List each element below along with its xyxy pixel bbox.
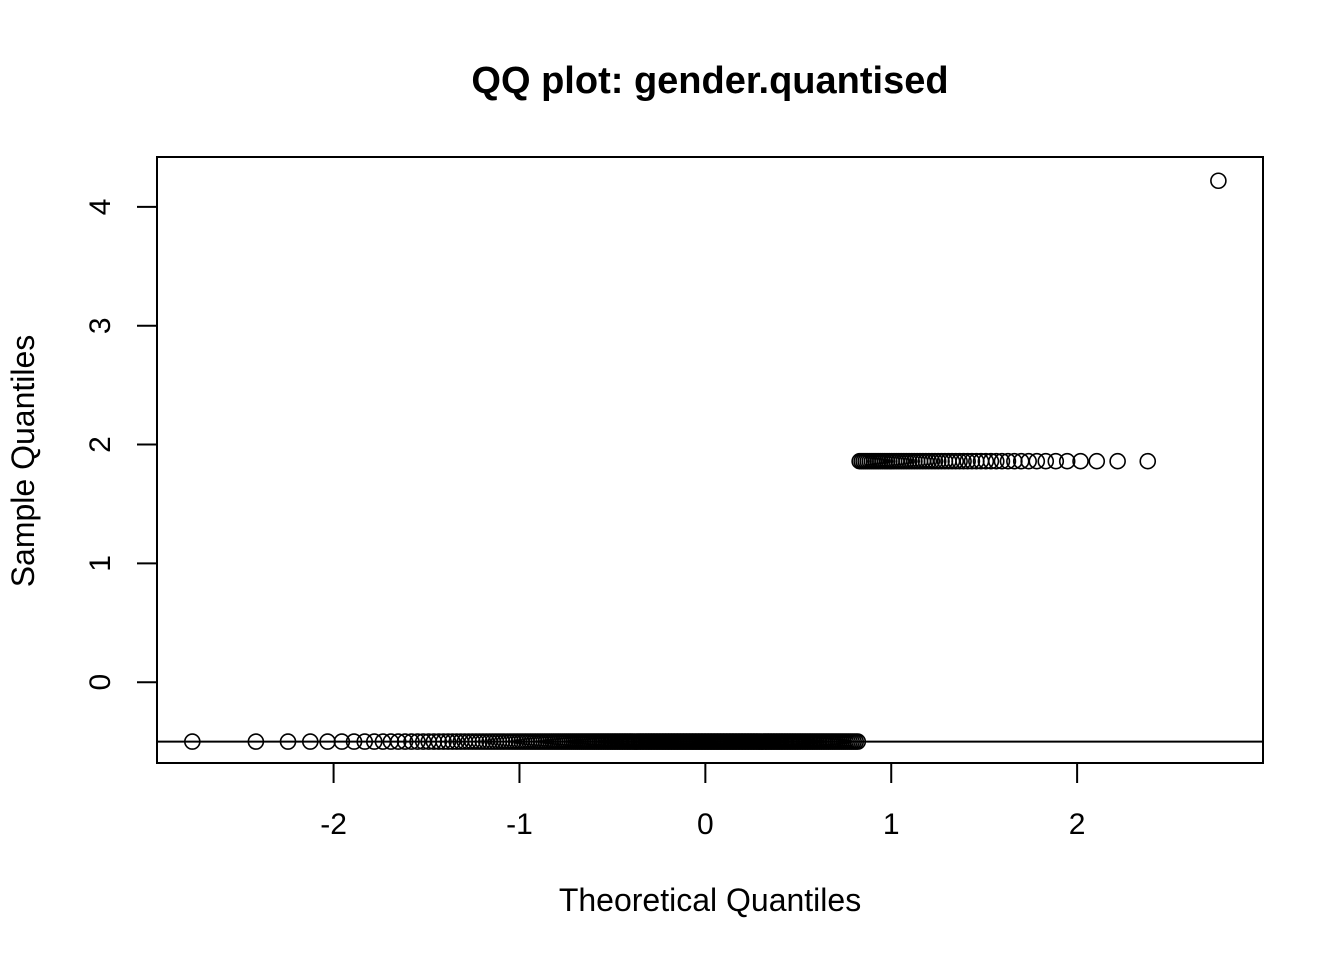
- data-point: [247, 733, 265, 750]
- data-point: [1109, 452, 1126, 470]
- data-point-outlier: [1210, 172, 1227, 190]
- data-point: [409, 733, 426, 750]
- data-point: [1088, 452, 1106, 470]
- data-point: [396, 733, 414, 750]
- data-point: [365, 733, 383, 750]
- data-point: [1047, 452, 1065, 470]
- x-tick-label: 0: [697, 808, 714, 841]
- data-point: [464, 733, 481, 750]
- data-point: [987, 452, 1005, 470]
- data-point: [951, 452, 968, 470]
- data-points: [184, 172, 1227, 750]
- data-point: [1020, 452, 1037, 470]
- data-point: [993, 452, 1011, 470]
- data-point: [999, 452, 1017, 470]
- y-tick-label: 1: [84, 555, 117, 572]
- data-point: [1058, 452, 1076, 470]
- data-point: [403, 733, 420, 750]
- data-point: [389, 733, 407, 750]
- data-point: [982, 452, 1000, 470]
- chart-title: QQ plot: gender.quantised: [471, 60, 948, 102]
- x-axis: -2 -1 0 1 2: [320, 762, 1086, 841]
- y-tick-label: 3: [84, 317, 117, 334]
- data-point: [345, 733, 363, 750]
- x-axis-label: Theoretical Quantiles: [559, 882, 861, 918]
- y-axis: 0 1 2 3 4: [84, 199, 158, 691]
- data-point: [849, 733, 867, 750]
- data-point: [435, 733, 452, 750]
- data-point: [959, 452, 976, 470]
- y-axis-label: Sample Quantiles: [5, 335, 41, 588]
- x-tick-label: -1: [506, 808, 533, 841]
- y-tick-label: 4: [84, 199, 117, 216]
- data-point: [184, 733, 201, 750]
- x-tick-label: 1: [883, 808, 900, 841]
- x-tick-label: -2: [320, 808, 347, 841]
- y-tick-label: 0: [84, 674, 117, 691]
- data-point: [1028, 452, 1046, 470]
- data-point: [1037, 452, 1055, 470]
- data-point: [356, 733, 374, 750]
- plot-frame: [156, 156, 1264, 764]
- data-point: [444, 733, 461, 750]
- data-point: [382, 733, 400, 750]
- data-point: [1072, 452, 1089, 470]
- data-point: [947, 452, 965, 470]
- data-point: [955, 452, 972, 470]
- data-point: [333, 733, 351, 750]
- x-tick-label: 2: [1069, 808, 1086, 841]
- data-point: [430, 733, 448, 750]
- data-point: [963, 452, 981, 470]
- data-point: [439, 733, 457, 750]
- data-point: [977, 452, 995, 470]
- y-tick-label: 2: [84, 436, 117, 453]
- data-point: [301, 733, 319, 750]
- data-point: [279, 733, 297, 750]
- data-point: [1139, 452, 1157, 470]
